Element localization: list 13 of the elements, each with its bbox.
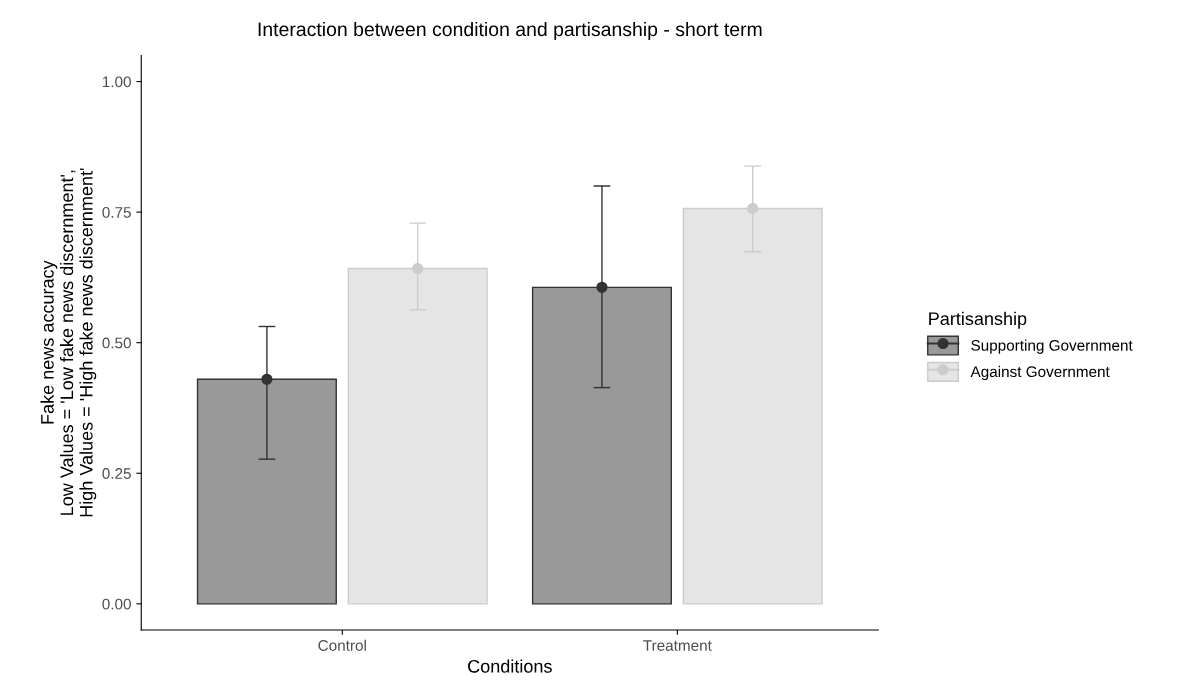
legend-label: Supporting Government [971, 339, 1133, 354]
chart-title: Interaction between condition and partisanship - short term [258, 21, 762, 41]
y-axis-title: Fake news accuracy Low Values = 'Low fake news discernment', High Values = 'High fake news discernment' [40, 168, 97, 517]
y-tick-label: 0.25 [102, 468, 131, 479]
y-tick-label: 0.50 [102, 337, 131, 349]
y-tick-label: 1.00 [102, 76, 131, 88]
y-tick-label: 0.75 [102, 206, 131, 218]
x-axis-title: Conditions [468, 659, 552, 673]
x-tick-label: Control [318, 639, 366, 651]
y-tick-label: 0.00 [102, 598, 131, 610]
x-tick-label: Treatment [643, 640, 712, 651]
legend-title: Partisanship [929, 311, 1027, 329]
legend-label: Against Government [970, 365, 1110, 381]
